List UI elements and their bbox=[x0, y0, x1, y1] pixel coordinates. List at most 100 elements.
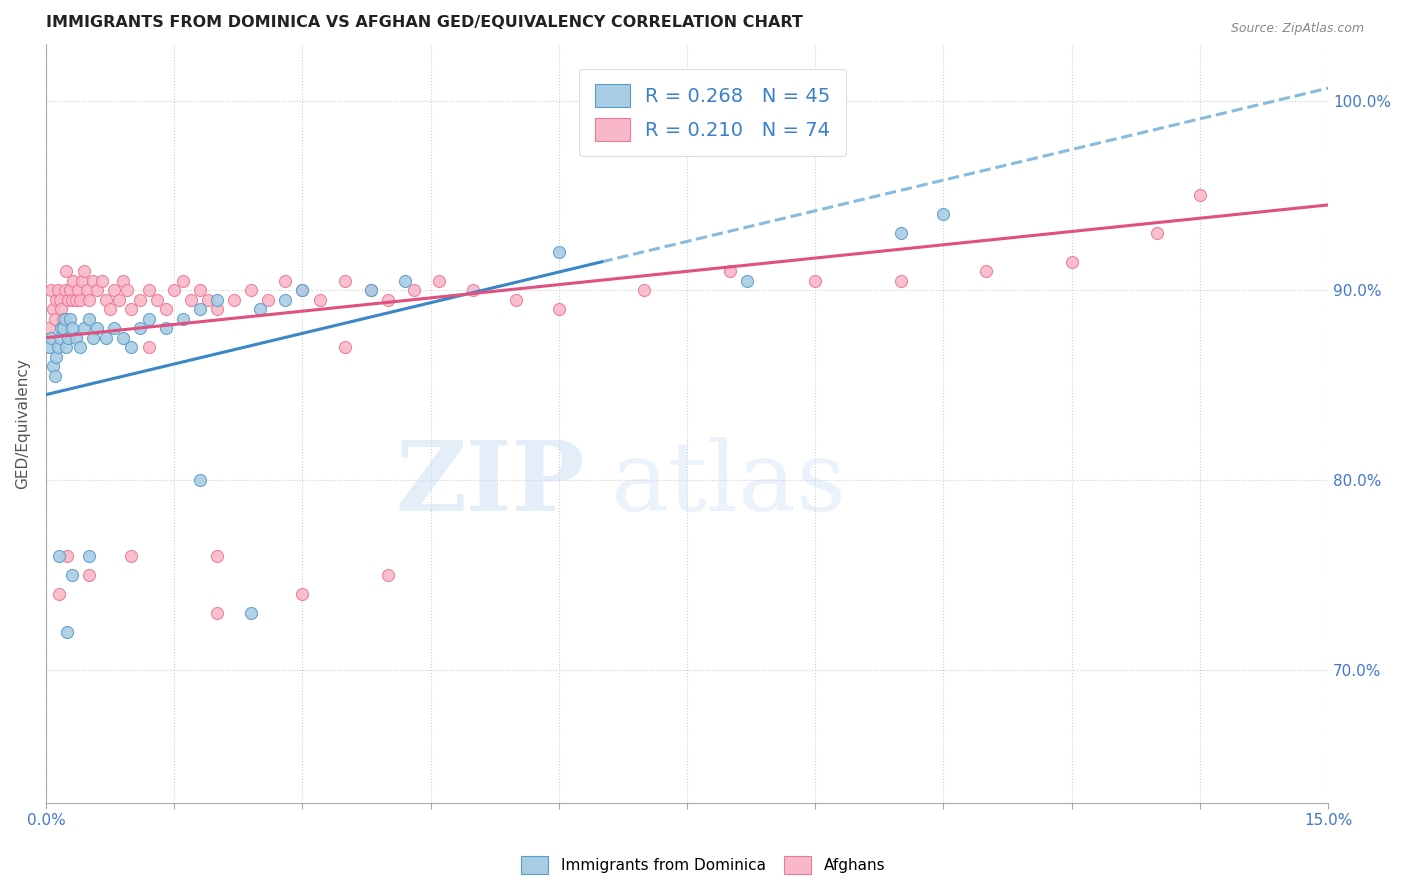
Point bbox=[188, 283, 211, 297]
Point bbox=[42, 302, 65, 317]
Point bbox=[1060, 255, 1083, 269]
Point bbox=[394, 274, 416, 288]
Point bbox=[188, 473, 211, 487]
Point bbox=[138, 340, 160, 354]
Legend: Immigrants from Dominica, Afghans: Immigrants from Dominica, Afghans bbox=[515, 850, 891, 880]
Point bbox=[60, 293, 83, 307]
Point bbox=[70, 274, 93, 288]
Point bbox=[505, 293, 527, 307]
Point bbox=[804, 274, 827, 288]
Point bbox=[65, 331, 87, 345]
Point bbox=[172, 274, 194, 288]
Point bbox=[55, 340, 77, 354]
Point bbox=[48, 293, 70, 307]
Point bbox=[59, 283, 82, 297]
Text: IMMIGRANTS FROM DOMINICA VS AFGHAN GED/EQUIVALENCY CORRELATION CHART: IMMIGRANTS FROM DOMINICA VS AFGHAN GED/E… bbox=[46, 15, 803, 30]
Point bbox=[107, 293, 129, 307]
Point bbox=[205, 302, 228, 317]
Point bbox=[291, 283, 314, 297]
Point bbox=[360, 283, 382, 297]
Point bbox=[138, 311, 160, 326]
Point bbox=[222, 293, 245, 307]
Point bbox=[633, 283, 655, 297]
Point bbox=[120, 340, 142, 354]
Point bbox=[103, 321, 125, 335]
Point bbox=[77, 567, 100, 582]
Point bbox=[129, 321, 152, 335]
Point bbox=[163, 283, 186, 297]
Point bbox=[240, 283, 263, 297]
Point bbox=[274, 293, 297, 307]
Point bbox=[48, 549, 70, 563]
Point bbox=[60, 321, 83, 335]
Point bbox=[94, 331, 117, 345]
Point bbox=[138, 283, 160, 297]
Point bbox=[77, 293, 100, 307]
Point bbox=[180, 293, 202, 307]
Point bbox=[111, 331, 134, 345]
Point bbox=[155, 321, 177, 335]
Point bbox=[111, 274, 134, 288]
Point bbox=[205, 549, 228, 563]
Point bbox=[77, 549, 100, 563]
Point bbox=[932, 207, 955, 221]
Point bbox=[52, 321, 75, 335]
Point bbox=[56, 549, 79, 563]
Point bbox=[73, 264, 96, 278]
Point bbox=[120, 549, 142, 563]
Point bbox=[274, 274, 297, 288]
Point bbox=[155, 302, 177, 317]
Point bbox=[45, 350, 67, 364]
Point bbox=[718, 264, 741, 278]
Point bbox=[115, 283, 138, 297]
Point bbox=[94, 293, 117, 307]
Y-axis label: GED/Equivalency: GED/Equivalency bbox=[15, 358, 30, 489]
Point bbox=[52, 311, 75, 326]
Point bbox=[98, 302, 121, 317]
Point bbox=[69, 340, 91, 354]
Point bbox=[377, 567, 399, 582]
Point bbox=[1146, 227, 1168, 241]
Point bbox=[974, 264, 997, 278]
Point bbox=[42, 359, 65, 374]
Point bbox=[39, 331, 62, 345]
Point bbox=[48, 587, 70, 601]
Point bbox=[402, 283, 425, 297]
Point bbox=[205, 606, 228, 620]
Point bbox=[1188, 188, 1211, 202]
Point bbox=[44, 311, 66, 326]
Point bbox=[146, 293, 169, 307]
Point bbox=[38, 340, 60, 354]
Point bbox=[308, 293, 330, 307]
Point bbox=[58, 293, 80, 307]
Point bbox=[205, 293, 228, 307]
Point bbox=[291, 587, 314, 601]
Point bbox=[65, 293, 87, 307]
Point bbox=[333, 274, 356, 288]
Point bbox=[86, 283, 108, 297]
Point bbox=[69, 293, 91, 307]
Point bbox=[86, 321, 108, 335]
Point bbox=[73, 321, 96, 335]
Point bbox=[60, 567, 83, 582]
Point bbox=[377, 293, 399, 307]
Point bbox=[56, 624, 79, 639]
Point bbox=[890, 274, 912, 288]
Point bbox=[45, 293, 67, 307]
Point bbox=[249, 302, 271, 317]
Point bbox=[188, 302, 211, 317]
Point bbox=[44, 368, 66, 383]
Point bbox=[59, 311, 82, 326]
Point bbox=[51, 321, 73, 335]
Point bbox=[82, 331, 104, 345]
Point bbox=[103, 283, 125, 297]
Point bbox=[257, 293, 280, 307]
Point bbox=[129, 293, 152, 307]
Point bbox=[58, 331, 80, 345]
Point bbox=[46, 340, 69, 354]
Point bbox=[172, 311, 194, 326]
Legend: R = 0.268   N = 45, R = 0.210   N = 74: R = 0.268 N = 45, R = 0.210 N = 74 bbox=[579, 69, 846, 156]
Text: atlas: atlas bbox=[610, 437, 846, 531]
Text: ZIP: ZIP bbox=[395, 437, 585, 531]
Point bbox=[82, 274, 104, 288]
